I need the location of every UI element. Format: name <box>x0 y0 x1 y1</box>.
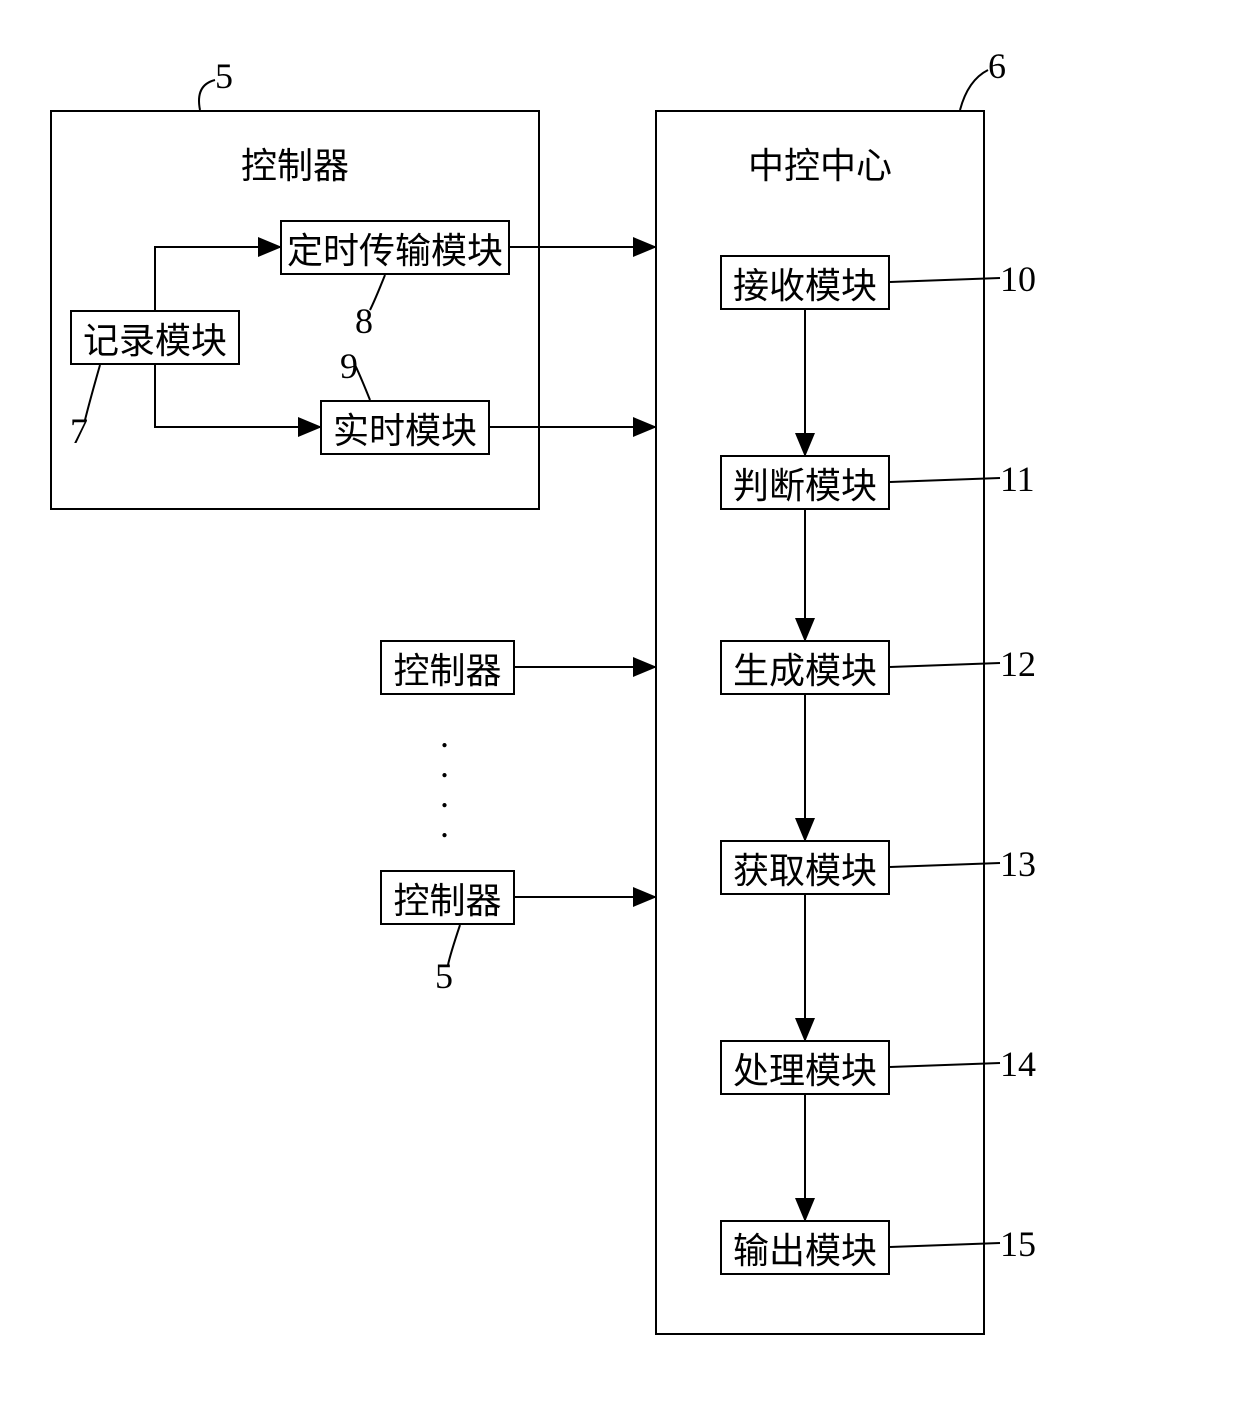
ref-9: 9 <box>340 345 358 387</box>
acquire-module: 获取模块 <box>720 840 890 895</box>
ellipsis-dots: .... <box>440 720 449 840</box>
output-module: 输出模块 <box>720 1220 890 1275</box>
realtime-module-label: 实时模块 <box>333 402 477 454</box>
controller-title: 控制器 <box>241 137 349 189</box>
ref-5a: 5 <box>215 55 233 97</box>
timer-module: 定时传输模块 <box>280 220 510 275</box>
ref-11: 11 <box>1000 458 1035 500</box>
diagram-container: 控制器 记录模块 定时传输模块 实时模块 控制器 控制器 .... 中控中心 接… <box>0 0 1240 1406</box>
ref-6: 6 <box>988 45 1006 87</box>
ref-7: 7 <box>70 410 88 452</box>
ref-12: 12 <box>1000 643 1036 685</box>
timer-module-label: 定时传输模块 <box>287 222 503 274</box>
ref-15: 15 <box>1000 1223 1036 1265</box>
ref-5b: 5 <box>435 955 453 997</box>
controller-small-2-label: 控制器 <box>393 872 501 924</box>
receive-module-label: 接收模块 <box>733 257 877 309</box>
process-module-label: 处理模块 <box>733 1042 877 1094</box>
receive-module: 接收模块 <box>720 255 890 310</box>
ref-10: 10 <box>1000 258 1036 300</box>
output-module-label: 输出模块 <box>733 1222 877 1274</box>
realtime-module: 实时模块 <box>320 400 490 455</box>
controller-small-1-label: 控制器 <box>393 642 501 694</box>
generate-module: 生成模块 <box>720 640 890 695</box>
ref-8: 8 <box>355 300 373 342</box>
center-title: 中控中心 <box>748 137 892 189</box>
controller-small-2: 控制器 <box>380 870 515 925</box>
ref-13: 13 <box>1000 843 1036 885</box>
record-module-label: 记录模块 <box>83 312 227 364</box>
controller-small-1: 控制器 <box>380 640 515 695</box>
judge-module-label: 判断模块 <box>733 457 877 509</box>
process-module: 处理模块 <box>720 1040 890 1095</box>
record-module: 记录模块 <box>70 310 240 365</box>
acquire-module-label: 获取模块 <box>733 842 877 894</box>
ref-14: 14 <box>1000 1043 1036 1085</box>
generate-module-label: 生成模块 <box>733 642 877 694</box>
judge-module: 判断模块 <box>720 455 890 510</box>
